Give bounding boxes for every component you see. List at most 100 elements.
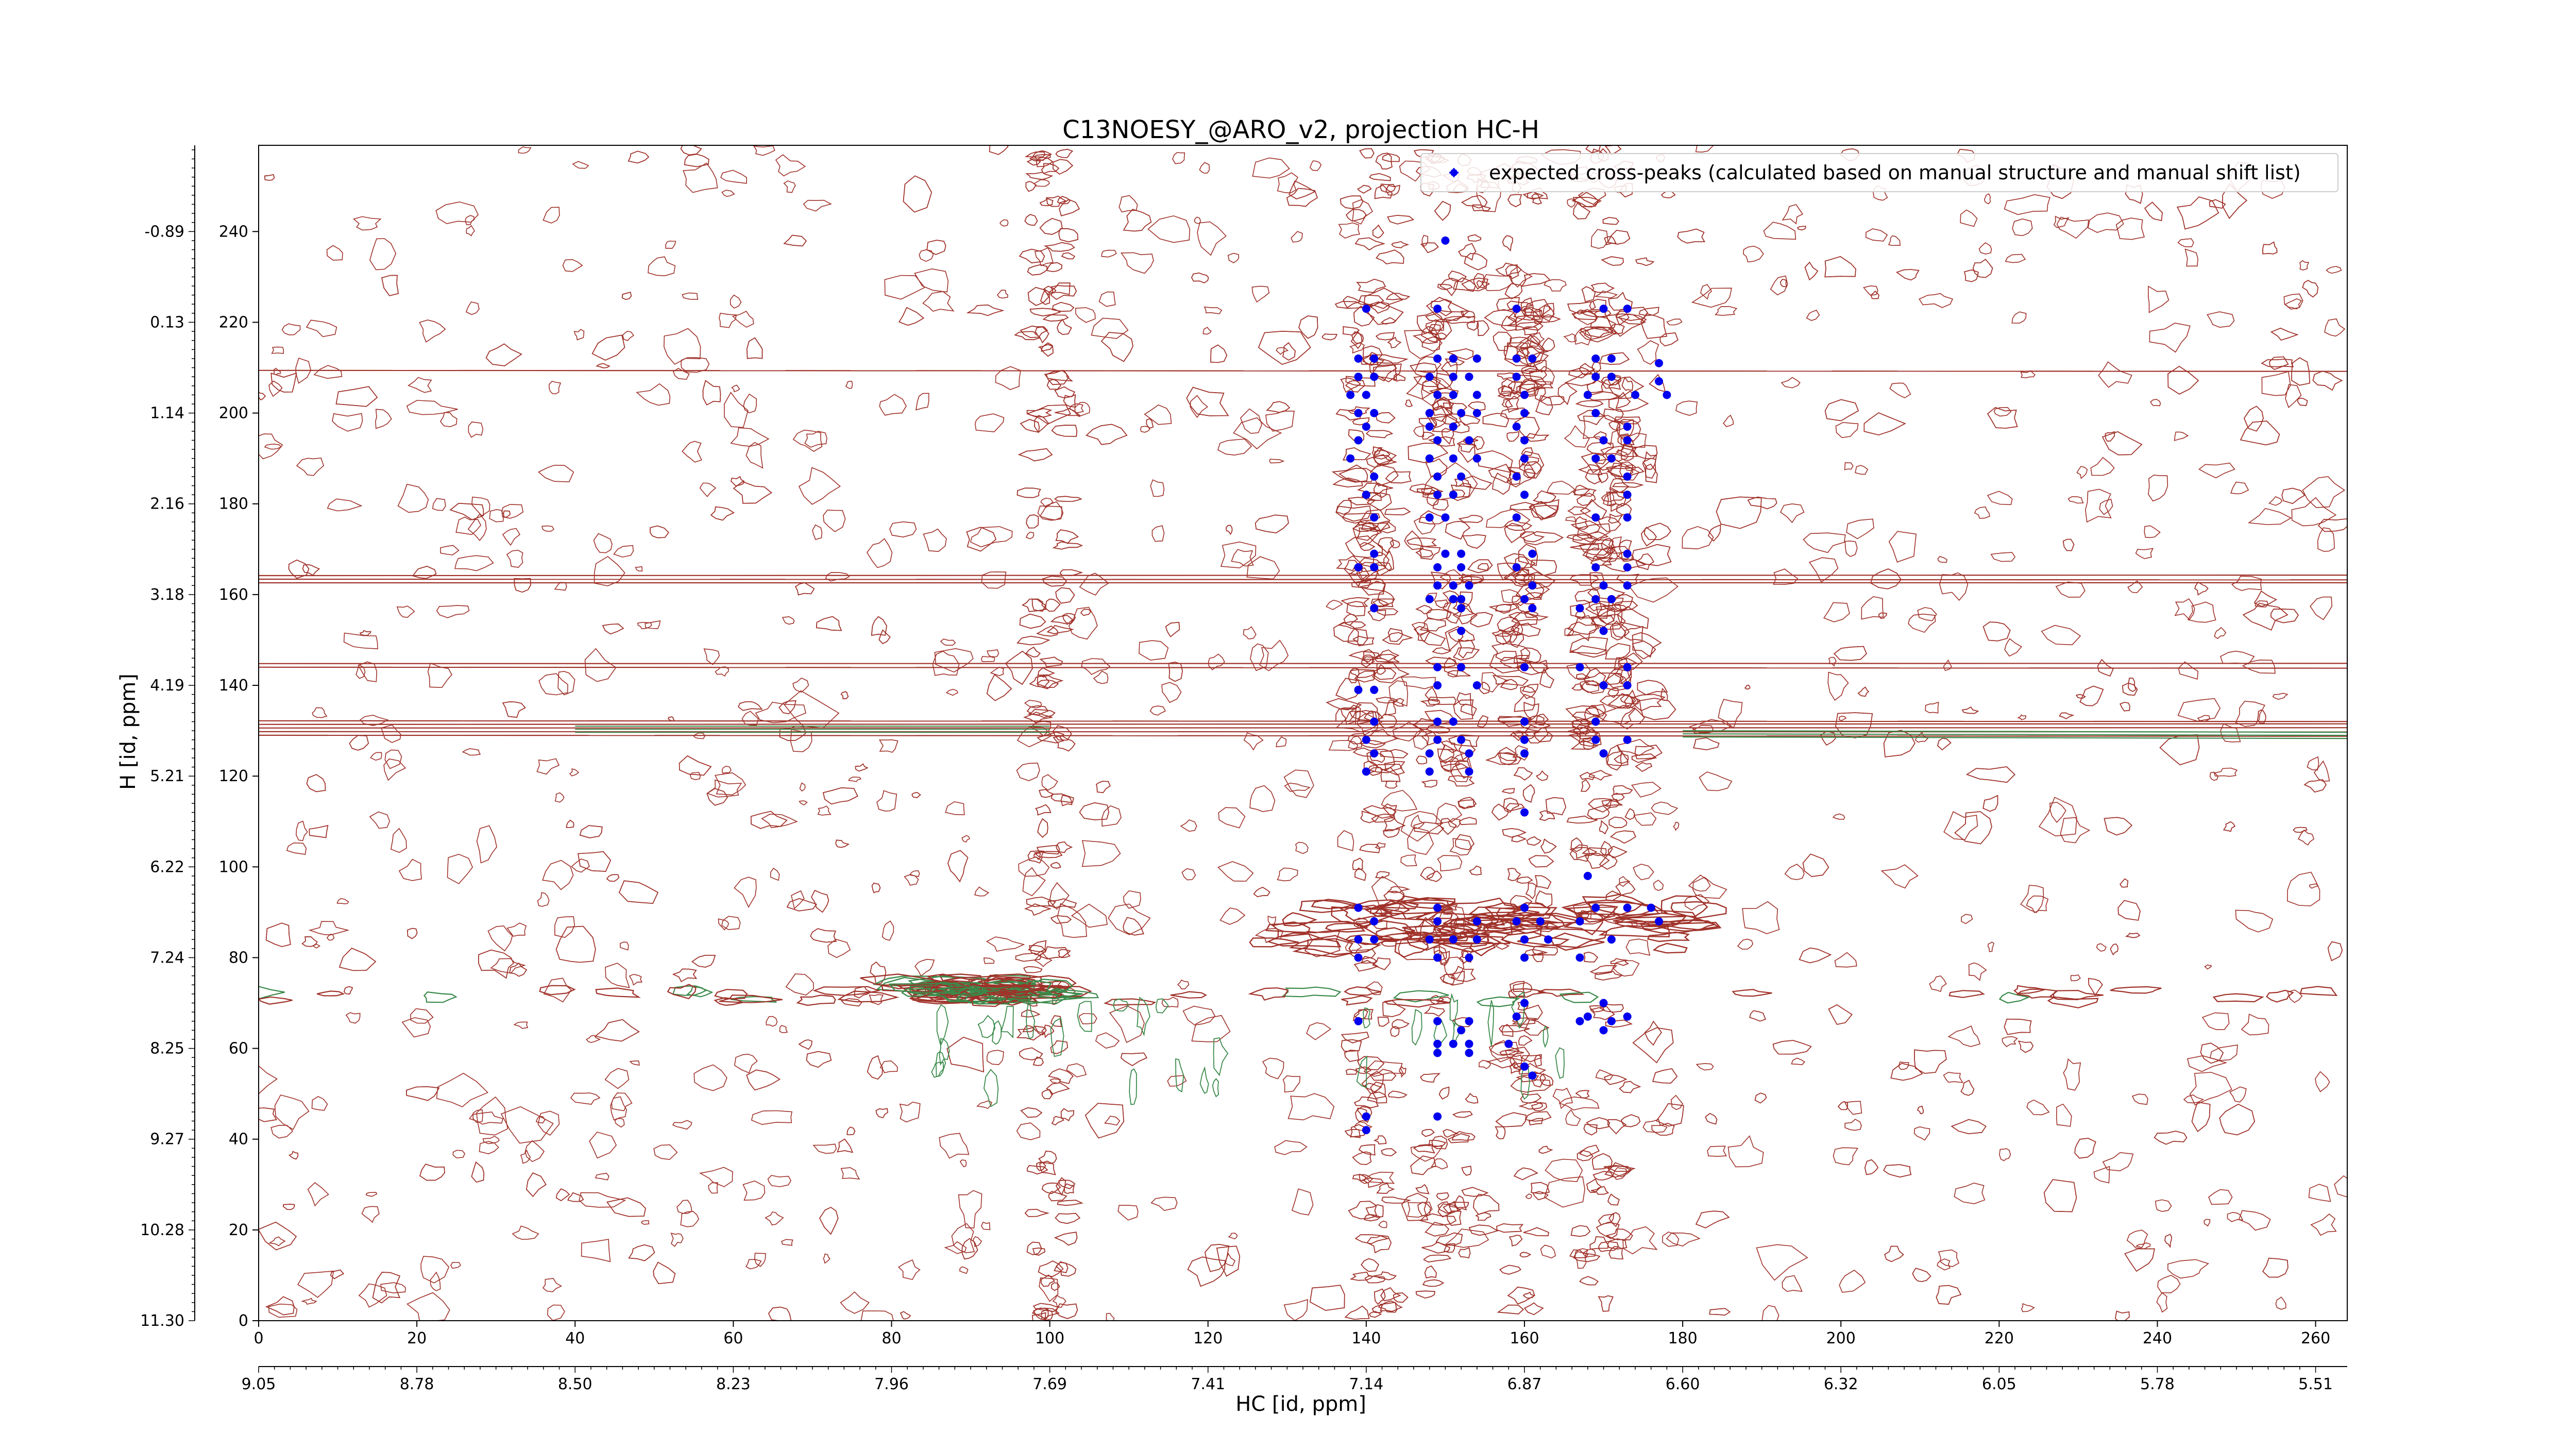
- contour-line: [1865, 228, 1888, 242]
- cross-peak-marker: [1433, 735, 1442, 744]
- contour-line: [1582, 894, 1645, 916]
- contour-line: [1782, 1275, 1803, 1292]
- contour-line: [1638, 307, 1659, 316]
- contour-line: [1363, 1214, 1382, 1222]
- cross-peak-marker: [1663, 391, 1671, 399]
- contour-line: [1459, 414, 1481, 426]
- contour-line: [2187, 601, 2216, 623]
- contour-line: [1375, 412, 1396, 424]
- x-ppm-tick-label: 6.05: [1982, 1375, 2016, 1393]
- x-tick-label: 40: [565, 1329, 585, 1347]
- contour-line: [1583, 951, 1599, 963]
- contour-line: [779, 1025, 788, 1033]
- contour-line: [1966, 766, 2015, 783]
- contour-line: [1544, 279, 1567, 292]
- contour-line: [879, 394, 907, 416]
- contour-line: [1863, 412, 1906, 435]
- contour-line: [792, 677, 809, 693]
- contour-line: [1516, 383, 1535, 396]
- contour-line: [2075, 694, 2087, 699]
- contour-line: [1510, 501, 1534, 511]
- cross-peak-marker: [1370, 409, 1379, 417]
- contour-line: [1632, 1027, 1674, 1064]
- contour-line: [1123, 209, 1152, 232]
- contour-line: [689, 772, 701, 780]
- contour-line: [352, 216, 382, 231]
- contour-line: [1603, 1165, 1636, 1172]
- contour-line: [1045, 598, 1061, 612]
- contour-line: [1055, 1303, 1078, 1319]
- contour-line: [2242, 659, 2276, 674]
- contour-line: [1454, 760, 1470, 779]
- contour-line: [1468, 906, 1540, 917]
- contour-line: [1642, 1119, 1668, 1133]
- contour-line: [1104, 1116, 1121, 1126]
- contour-line: [1371, 813, 1396, 823]
- contour-line: [1631, 782, 1662, 798]
- contour-line: [1570, 600, 1610, 619]
- cross-peak-marker: [1370, 717, 1379, 726]
- contour-line: [1378, 1220, 1387, 1228]
- cross-peak-marker: [1362, 391, 1370, 399]
- contour-line: [1978, 242, 1992, 255]
- cross-peak-marker: [1607, 454, 1616, 463]
- contour-line: [1747, 496, 1777, 510]
- contour-line: [1340, 377, 1362, 393]
- y-tick-label: 140: [219, 677, 248, 695]
- contour-line: [1352, 1174, 1366, 1182]
- contour-line: [718, 918, 729, 931]
- contour-line: [1419, 618, 1446, 632]
- contour-line: [1380, 1287, 1401, 1302]
- contour-line: [1362, 1007, 1371, 1029]
- contour-line: [1384, 699, 1396, 716]
- y-ppm-tick-label: 7.24: [150, 949, 184, 967]
- contour-line: [2076, 466, 2088, 479]
- contour-line: [613, 545, 634, 558]
- contour-line: [1407, 827, 1434, 855]
- contour-line: [1443, 916, 1505, 926]
- contour-line: [555, 925, 596, 963]
- contour-line: [1291, 231, 1303, 243]
- cross-peak-marker: [1457, 663, 1466, 671]
- contour-line: [1371, 1304, 1383, 1313]
- contour-line: [1080, 609, 1092, 616]
- contour-line: [1016, 487, 1041, 498]
- contour-line: [2308, 1184, 2331, 1202]
- contour-line: [1369, 302, 1390, 314]
- contour-line: [1369, 752, 1385, 763]
- contour-line: [1604, 235, 1617, 246]
- contour-line: [489, 509, 504, 523]
- contour-line: [1576, 493, 1596, 506]
- cross-peak-marker: [1370, 472, 1379, 481]
- y-tick-label: 120: [219, 767, 248, 785]
- y-ppm-tick-label: 9.27: [150, 1131, 184, 1149]
- contour-line: [1434, 936, 1502, 953]
- contour-line: [1369, 1069, 1397, 1081]
- contour-line: [2212, 993, 2264, 1003]
- contour-line: [1523, 1019, 1550, 1036]
- cross-peak-marker: [1472, 354, 1481, 363]
- cross-peak-marker: [1623, 305, 1632, 313]
- contour-line: [900, 1311, 911, 1320]
- contour-line: [1467, 401, 1486, 411]
- cross-peak-marker: [1520, 935, 1529, 944]
- contour-line: [472, 1109, 483, 1123]
- contour-line: [1054, 1262, 1069, 1273]
- contour-line: [1382, 153, 1400, 162]
- contour-line: [554, 792, 565, 803]
- contour-line: [1401, 897, 1456, 909]
- contour-line: [783, 180, 796, 193]
- contour-line: [1618, 652, 1643, 670]
- contour-line: [2302, 280, 2319, 298]
- contour-line: [1421, 336, 1441, 352]
- contour-line: [641, 1220, 650, 1225]
- contour-line: [1055, 587, 1075, 604]
- cross-peak-marker: [1599, 581, 1608, 590]
- contour-line: [1380, 1301, 1397, 1312]
- contour-line: [1888, 531, 1917, 563]
- cross-peak-marker: [1591, 373, 1600, 381]
- cross-peak-marker: [1457, 563, 1466, 571]
- contour-line: [1509, 1235, 1523, 1247]
- contour-line: [703, 648, 720, 665]
- contour-line: [1387, 214, 1415, 225]
